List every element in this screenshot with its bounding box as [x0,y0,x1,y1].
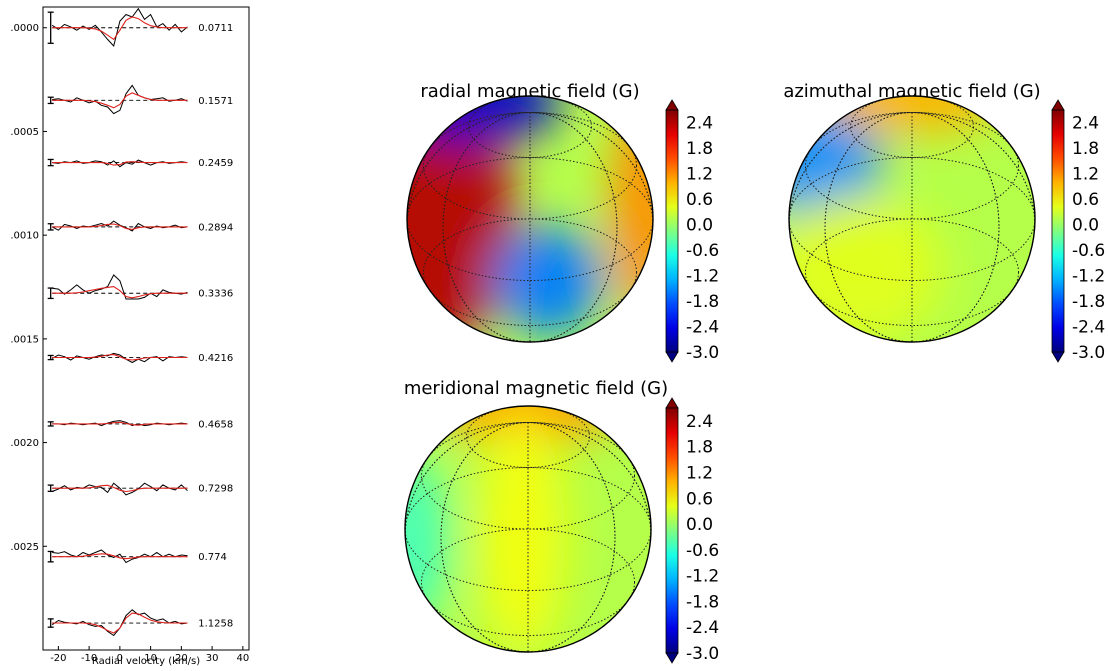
colorbar-tick-label: 0.0 [1072,216,1099,236]
rotation-phase-label: 0.3336 [198,289,233,300]
colorbar-max-extension [666,100,678,110]
colorbar-tick-label: -3.0 [686,644,719,664]
colorbar: 2.4 1.8 1.2 0.6 0.0 -0.6 -1.2 -1.8 -2.4 -3.0 [1052,100,1105,363]
colorbar-max-extension [666,398,678,408]
colorbar-tick-label: 1.8 [686,438,713,458]
rotation-phase-label: 0.0711 [198,23,233,34]
rotation-phase-label: 0.4658 [198,419,233,430]
colorbar-scale [666,408,678,653]
colorbar-tick-label: -0.6 [1072,241,1105,261]
colorbar-tick-label: 0.6 [686,489,713,509]
colorbar-tick-label: 1.2 [1072,165,1099,185]
colorbar-max-extension [1052,100,1064,110]
rotation-phase-label: 0.774 [198,552,227,563]
colorbar-tick-label: 2.4 [686,114,713,134]
azimuthal-field-map: azimuthal magnetic field (G) 2.4 1.8 1.2 0.… [758,59,1105,363]
colorbar-tick-label: -2.4 [1072,318,1105,338]
colorbar-tick-label: -2.4 [686,618,719,638]
colorbar-scale [1052,110,1064,352]
colorbar-tick-label: -3.0 [1072,343,1105,363]
y-tick-label: .0020 [10,438,39,449]
colorbar-tick-label: 0.6 [686,190,713,210]
radial-field-map: radial magnetic field (G) 2.4 1.8 1.2 0.6 0.… [346,59,720,363]
field-feature-center-right-lower [493,225,604,336]
profiles-x-axis-label: Radial velocity (km/s) [92,656,200,667]
colorbar: 2.4 1.8 1.2 0.6 0.0 -0.6 -1.2 -1.8 -2.4 -3.0 [666,398,719,664]
field-feature-central-meridian [479,412,565,658]
colorbar-tick-label: -1.2 [686,567,719,587]
y-tick-label: .0015 [10,334,39,345]
rotation-phase-label: 0.2459 [198,158,233,169]
colorbar-tick-label: -1.8 [686,592,719,612]
meridional-field-title: meridional magnetic field (G) [404,378,668,399]
colorbar-scale [666,110,678,352]
colorbar-tick-label: -1.8 [1072,292,1105,312]
y-tick-label: .0010 [10,231,39,242]
sphere-surface [374,369,651,658]
y-tick-label: .0000 [10,23,39,34]
meridional-field-map: meridional magnetic field (G) 2.4 1.8 1.2 0… [374,369,719,664]
colorbar-tick-label: -0.6 [686,541,719,561]
colorbar-tick-label: -1.8 [686,292,719,312]
rotation-phase-label: 0.7298 [198,484,233,495]
colorbar-tick-label: -3.0 [686,343,719,363]
field-features [346,59,684,348]
rotation-phase-label: 0.1571 [198,96,233,107]
field-feature-lower-left [771,194,943,342]
colorbar-tick-label: 0.0 [686,216,713,236]
colorbar: 2.4 1.8 1.2 0.6 0.0 -0.6 -1.2 -1.8 -2.4 -3.0 [666,100,719,363]
colorbar-tick-label: -1.2 [1072,267,1105,287]
colorbar-tick-label: 1.2 [686,463,713,483]
rotation-phase-label: 0.2894 [198,222,233,233]
colorbar-tick-label: 0.0 [686,515,713,535]
colorbar-tick-label: 0.6 [1072,190,1099,210]
colorbar-tick-label: 1.8 [686,139,713,159]
x-tick-label: 30 [206,653,219,664]
y-tick-label: .0005 [10,127,39,138]
colorbar-tick-label: 2.4 [686,412,713,432]
colorbar-min-extension [666,653,678,663]
rotation-phase-label: 0.4216 [198,353,233,364]
colorbar-min-extension [666,352,678,362]
field-feature-upper-left-pole [389,59,561,145]
field-feature-left-limb [374,455,448,627]
y-tick-label: .0025 [10,542,39,553]
colorbar-tick-label: -2.4 [686,318,719,338]
colorbar-tick-label: -0.6 [686,241,719,261]
x-tick-label: -20 [50,653,66,664]
colorbar-min-extension [1052,352,1064,362]
colorbar-tick-label: -1.2 [686,267,719,287]
sphere-surface [346,59,684,348]
colorbar-tick-label: 2.4 [1072,114,1099,134]
profiles-y-axis: .0000 .0005 .0010 .0015 .0020 .0025 [10,23,47,553]
colorbar-tick-label: 1.8 [1072,139,1099,159]
x-tick-label: 40 [236,653,249,664]
stokes-profiles-panel: .0000 .0005 .0010 .0015 .0020 .0025 -20 -10 0 10… [10,7,249,667]
rotation-phase-label: 1.1258 [198,619,233,630]
colorbar-tick-label: 1.2 [686,165,713,185]
